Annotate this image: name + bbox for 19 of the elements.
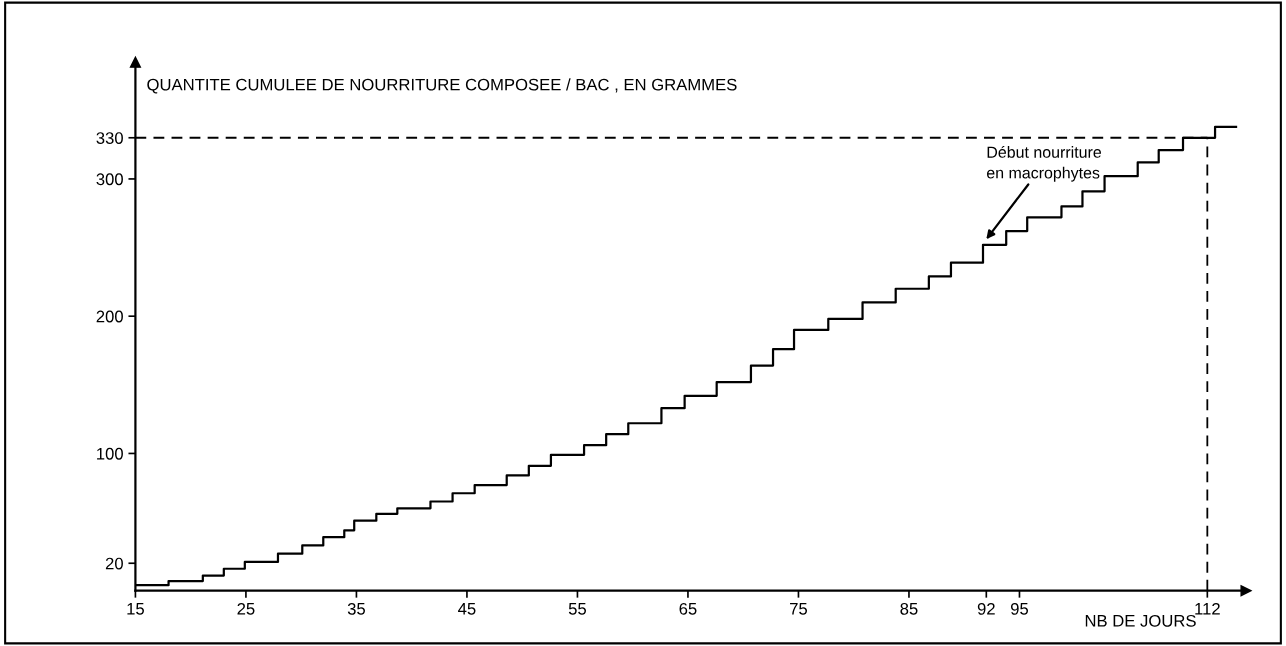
y-tick-label: 200	[96, 310, 123, 323]
y-axis-title: QUANTITE CUMULEE DE NOURRITURE COMPOSEE / BAC , EN GRAMMES	[147, 78, 737, 94]
x-tick-label: 55	[568, 603, 587, 615]
x-tick-label: 45	[458, 603, 476, 615]
x-tick-label: 35	[347, 602, 365, 615]
y-tick-label: 330	[96, 132, 123, 144]
x-tick-label: 95	[1010, 602, 1029, 615]
x-tick-label: 75	[790, 603, 808, 615]
x-tick-label: 65	[679, 602, 697, 615]
y-tick-label: 100	[97, 447, 123, 460]
x-tick-label: 85	[900, 602, 918, 615]
x-tick-label: 112	[1195, 602, 1220, 615]
y-tick-label: 20	[105, 557, 123, 570]
x-tick-label: 15	[127, 603, 144, 615]
x-axis-title: NB DE JOURS	[1085, 614, 1196, 627]
annotation: Début nourriture en macrophytes	[986, 145, 1102, 182]
x-tick-label: 25	[237, 602, 255, 615]
y-tick-label: 300	[96, 173, 123, 186]
x-tick-label: 92	[977, 602, 995, 615]
